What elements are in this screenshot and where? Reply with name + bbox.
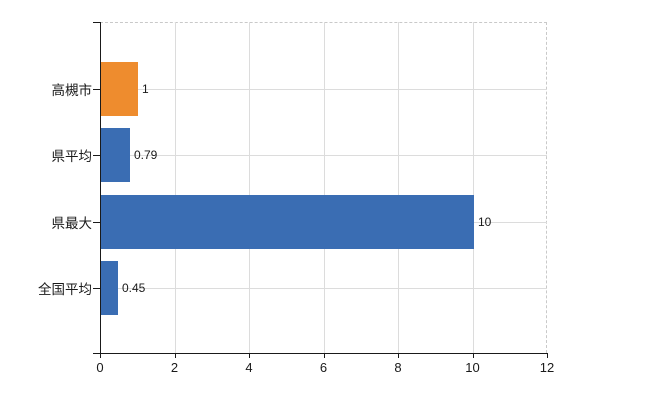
x-tick-mark — [398, 353, 399, 358]
category-label: 全国平均 — [38, 282, 92, 297]
x-tick-label: 8 — [394, 360, 402, 375]
y-tick-mark — [93, 89, 100, 90]
bar — [101, 195, 474, 249]
bar — [101, 128, 130, 182]
category-label: 高槻市 — [51, 83, 93, 98]
x-tick-mark — [249, 353, 250, 358]
y-tick-mark — [93, 222, 100, 223]
value-label: 10 — [478, 215, 492, 229]
x-tick-mark — [100, 353, 101, 358]
x-tick-label: 12 — [539, 360, 555, 375]
value-label: 1 — [142, 82, 149, 96]
y-tick-mark — [93, 288, 100, 289]
value-label: 0.79 — [134, 148, 158, 162]
bar — [101, 62, 138, 116]
gridline-vertical — [249, 22, 250, 353]
value-label: 0.45 — [122, 281, 146, 295]
category-label: 県平均 — [51, 149, 93, 164]
x-tick-label: 10 — [465, 360, 480, 375]
gridline-horizontal — [100, 155, 547, 156]
y-axis — [100, 22, 101, 353]
x-tick-mark — [547, 353, 548, 358]
y-tick-mark — [93, 155, 100, 156]
x-tick-label: 0 — [96, 360, 104, 375]
gridline-vertical — [174, 22, 176, 353]
y-tick-mark — [93, 22, 100, 23]
gridline-horizontal — [100, 288, 547, 289]
category-label: 県最大 — [51, 216, 93, 231]
gridline-horizontal — [100, 89, 547, 90]
x-tick-mark — [323, 353, 325, 358]
x-tick-mark — [174, 353, 176, 358]
x-tick-label: 4 — [245, 360, 253, 375]
x-tick-label: 6 — [319, 360, 328, 375]
gridline-vertical — [398, 22, 399, 353]
x-axis — [93, 353, 548, 354]
gridline-vertical — [323, 22, 325, 353]
gridline-vertical — [472, 22, 474, 353]
bar — [101, 261, 118, 315]
x-tick-mark — [472, 353, 474, 358]
x-tick-label: 2 — [170, 360, 179, 375]
